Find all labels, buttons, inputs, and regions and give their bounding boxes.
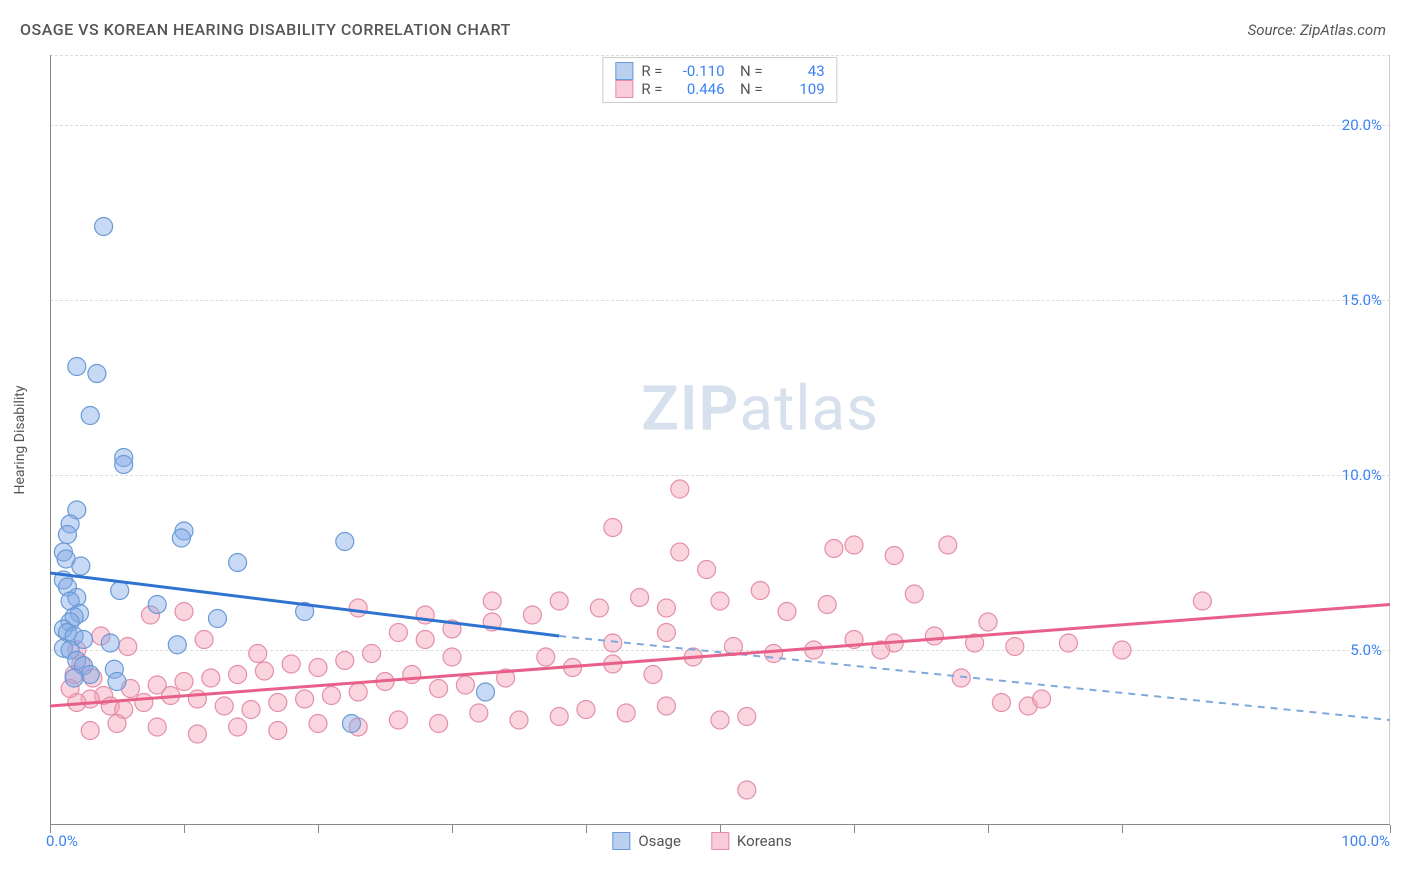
x-tick (854, 825, 855, 833)
y-axis-label: Hearing Disability (12, 386, 28, 495)
koreans-swatch (615, 80, 633, 98)
x-tick (1390, 825, 1391, 833)
osage-swatch (615, 62, 633, 80)
x-tick (988, 825, 989, 833)
x-tick (184, 825, 185, 833)
bottom-legend: Osage Koreans (612, 832, 791, 850)
legend-item-koreans: Koreans (711, 832, 792, 850)
chart-title: OSAGE VS KOREAN HEARING DISABILITY CORRE… (20, 20, 511, 39)
x-tick (586, 825, 587, 833)
x-max-label: 100.0% (1341, 832, 1390, 850)
chart-area: Hearing Disability ZIPatlas R =-0.110 N … (50, 55, 1390, 825)
x-min-label: 0.0% (46, 832, 78, 850)
stats-row-koreans: R =0.446 N =109 (615, 80, 824, 98)
koreans-swatch-icon (711, 832, 729, 850)
scatter-plot (50, 55, 1390, 825)
stats-legend: R =-0.110 N =43 R =0.446 N =109 (602, 57, 837, 103)
legend-item-osage: Osage (612, 832, 681, 850)
source-label: Source: ZipAtlas.com (1248, 21, 1386, 39)
stats-row-osage: R =-0.110 N =43 (615, 62, 824, 80)
x-tick (1122, 825, 1123, 833)
x-tick (318, 825, 319, 833)
osage-swatch-icon (612, 832, 630, 850)
x-tick (452, 825, 453, 833)
